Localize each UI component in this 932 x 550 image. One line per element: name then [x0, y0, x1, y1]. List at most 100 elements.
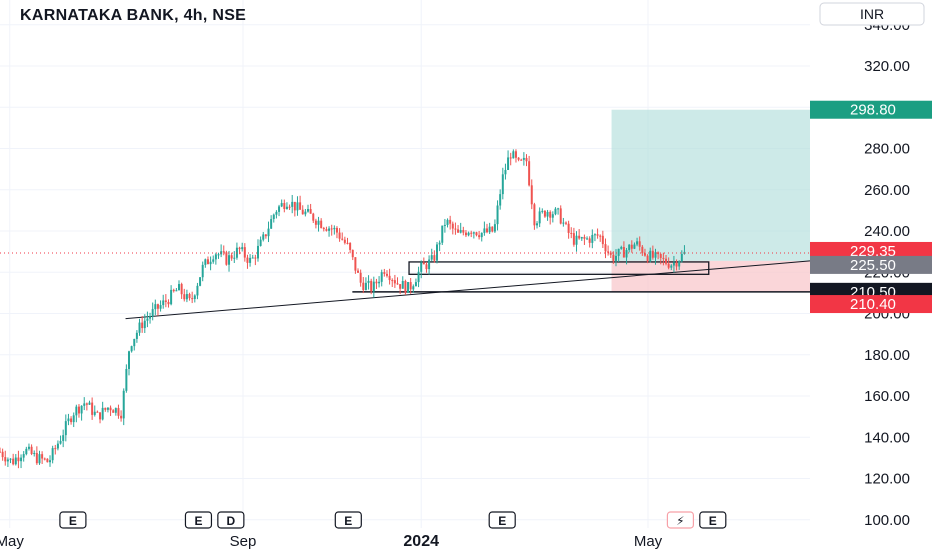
- candle-body: [293, 201, 296, 211]
- candle-body: [459, 230, 462, 233]
- candle-body: [117, 408, 120, 416]
- candle-body: [127, 351, 130, 369]
- candle-body: [522, 157, 525, 160]
- candle-body: [212, 259, 215, 262]
- candle-body: [262, 234, 265, 240]
- candle-body: [380, 272, 383, 282]
- currency-button[interactable]: INR: [819, 2, 925, 26]
- candle-body: [33, 452, 36, 454]
- candle-body: [0, 451, 2, 453]
- candle-body: [101, 407, 104, 420]
- candle-body: [491, 226, 494, 232]
- drawn-lines: [125, 260, 811, 320]
- price-tag-label: 210.40: [850, 296, 896, 313]
- candle-body: [25, 448, 28, 455]
- candle-body: [501, 174, 504, 195]
- candle-body: [193, 295, 196, 299]
- candle-body: [425, 264, 428, 270]
- candle-body: [188, 294, 191, 299]
- candle-body: [567, 223, 570, 233]
- candle-body: [470, 232, 473, 234]
- candle-body: [64, 421, 67, 436]
- y-tick-label: 120.00: [864, 471, 910, 488]
- candle-body: [609, 252, 612, 255]
- candle-body: [291, 201, 294, 207]
- candle-body: [199, 277, 202, 286]
- event-marker[interactable]: E: [334, 511, 362, 529]
- candle-body: [396, 283, 399, 285]
- candle-body: [646, 255, 649, 262]
- candle-body: [354, 257, 357, 271]
- event-markers: E E D E E ⚡ E: [59, 511, 727, 529]
- candle-body: [454, 228, 457, 230]
- candle-body: [654, 252, 657, 258]
- candle-body: [320, 220, 323, 228]
- event-marker[interactable]: D: [217, 511, 245, 529]
- candle-body: [12, 458, 15, 465]
- candle-body: [38, 454, 41, 464]
- candle-body: [335, 227, 338, 233]
- position-zones: [611, 109, 810, 293]
- candle-body: [349, 242, 352, 250]
- candle-body: [56, 443, 59, 449]
- candle-body: [404, 280, 407, 293]
- candle-body: [462, 230, 465, 233]
- candle-body: [9, 458, 12, 460]
- event-marker[interactable]: E: [184, 511, 213, 529]
- candle-body: [67, 418, 70, 422]
- event-marker[interactable]: E: [488, 511, 516, 529]
- candle-body: [525, 157, 528, 162]
- price-tag-label: 229.35: [850, 243, 896, 260]
- time-axis[interactable]: May Sep 2024 May: [0, 533, 663, 550]
- candle-body: [633, 244, 636, 249]
- candle-body: [367, 280, 370, 283]
- candle-body: [93, 411, 96, 415]
- candle-body: [114, 408, 117, 413]
- candle-body: [433, 255, 436, 261]
- candle-body: [138, 322, 141, 333]
- candle-body: [296, 202, 299, 211]
- candle-body: [46, 458, 49, 463]
- candle-body: [457, 229, 460, 233]
- candle-body: [370, 280, 373, 292]
- candle-body: [538, 211, 541, 224]
- candle-body: [580, 237, 583, 239]
- event-marker[interactable]: E: [699, 511, 727, 529]
- candle-body: [191, 298, 194, 300]
- candle-body: [378, 281, 381, 284]
- candle-body: [615, 255, 618, 261]
- candle-body: [309, 209, 312, 214]
- price-tag-label: 298.80: [850, 102, 896, 119]
- candle-body: [249, 257, 252, 263]
- candle-body: [472, 232, 475, 234]
- candle-body: [512, 151, 515, 159]
- y-tick-label: 100.00: [864, 512, 910, 529]
- candle-body: [359, 272, 362, 283]
- candle-body: [256, 245, 259, 259]
- candle-body: [112, 410, 115, 413]
- candle-body: [362, 282, 365, 290]
- candle-body: [41, 454, 44, 459]
- candle-body: [172, 289, 175, 292]
- candle-body: [422, 262, 425, 265]
- event-marker[interactable]: E: [59, 511, 87, 529]
- candle-body: [288, 206, 291, 208]
- event-marker-box: [488, 511, 516, 529]
- candle-body: [464, 232, 467, 236]
- candle-body: [133, 338, 136, 347]
- candle-body: [467, 232, 470, 236]
- candle-body: [120, 415, 123, 419]
- candle-body: [83, 403, 86, 406]
- candle-body: [420, 262, 423, 272]
- event-marker[interactable]: ⚡: [666, 511, 695, 529]
- x-tick-label: May: [634, 533, 663, 550]
- candle-body: [486, 228, 489, 233]
- candle-body: [146, 318, 149, 321]
- candle-body: [267, 228, 270, 237]
- candle-body: [228, 255, 231, 265]
- candle-body: [122, 390, 125, 419]
- candle-body: [638, 241, 641, 247]
- candle-body: [438, 242, 441, 245]
